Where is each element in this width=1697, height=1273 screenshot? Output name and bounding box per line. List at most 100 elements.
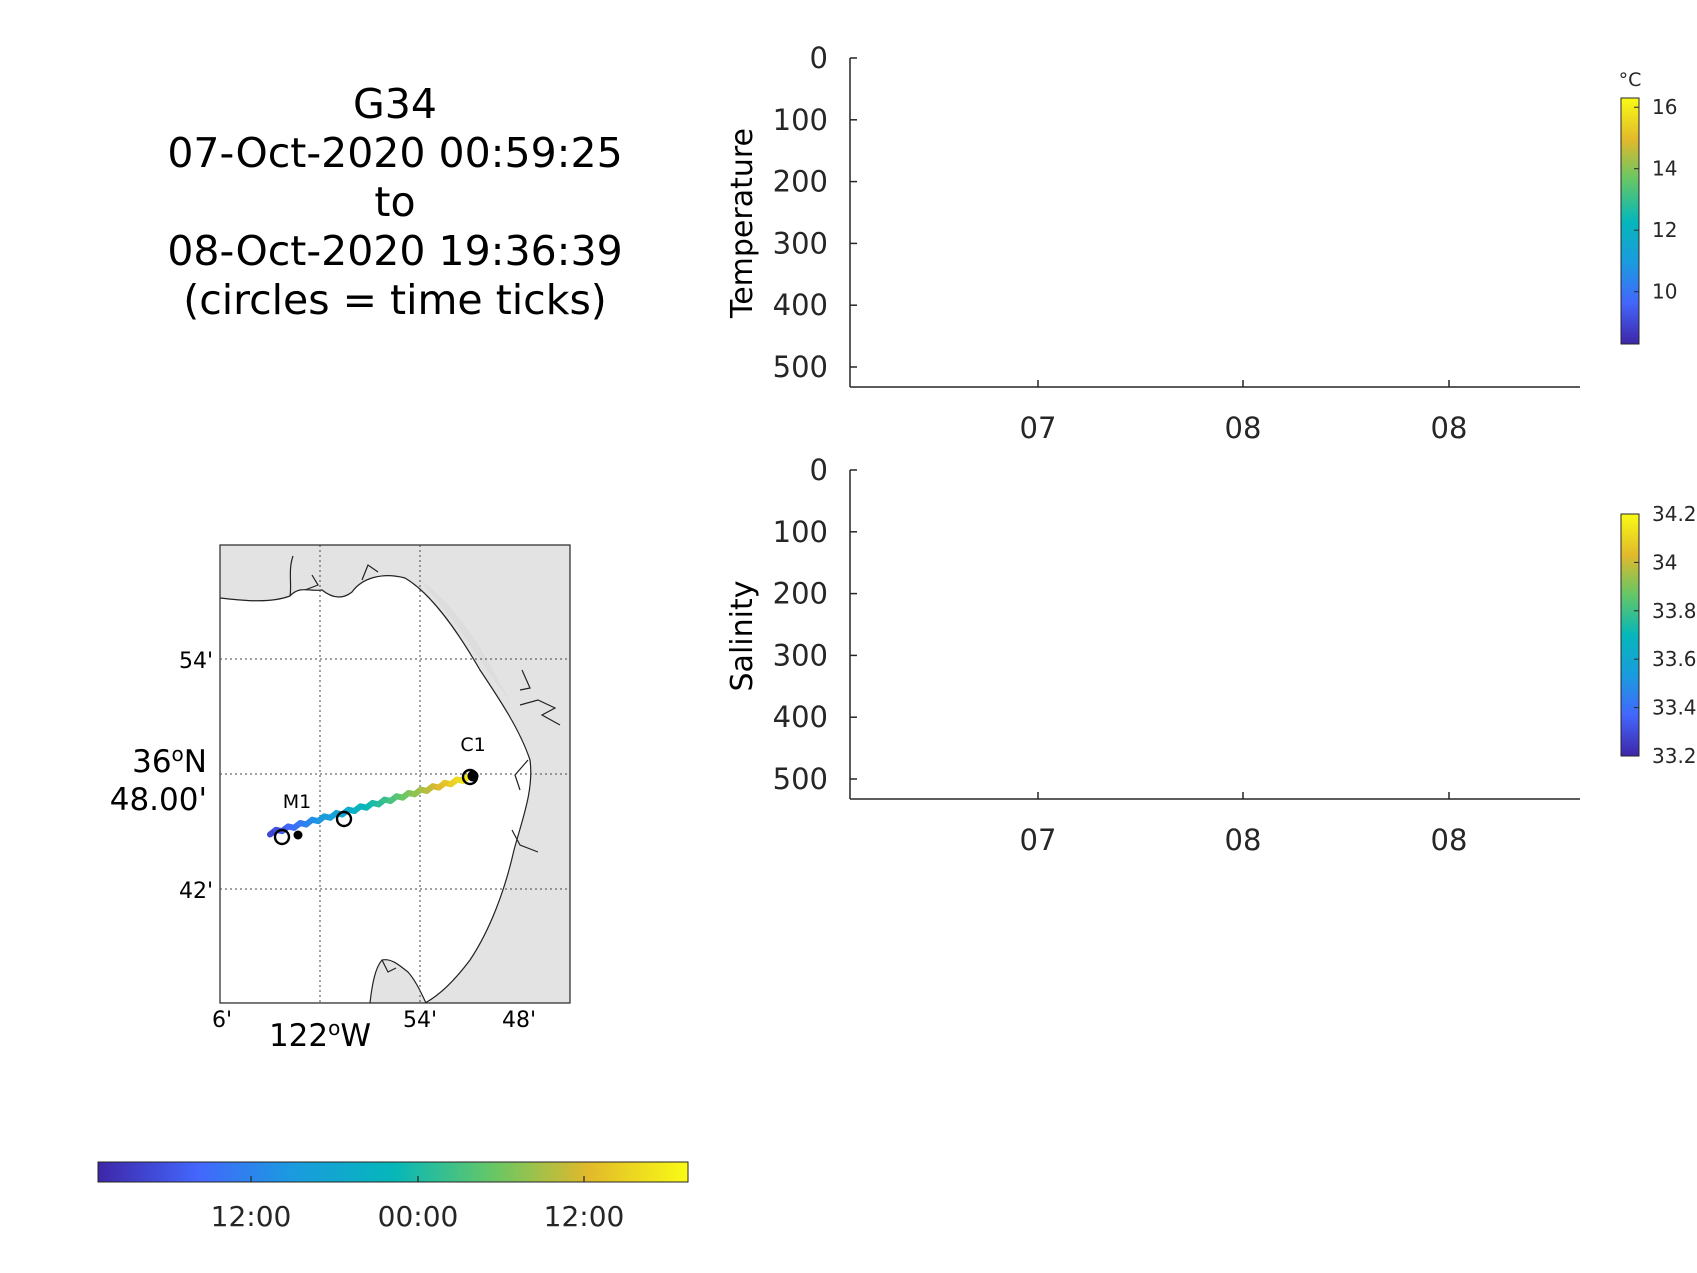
lat-tick-label: 48.00' [110, 782, 207, 818]
temperature-profile-segment [1128, 81, 1129, 89]
title-line-2: 07-Oct-2020 00:59:25 [167, 129, 623, 177]
temperature-profile-segment [1043, 230, 1044, 238]
temperature-profile-segment [1080, 74, 1081, 82]
temperature-profile-segment [1044, 245, 1045, 253]
temperature-profile-segment [1052, 354, 1053, 362]
temperature-profile-segment [999, 284, 1000, 292]
river-north-1 [289, 555, 294, 597]
salinity-profile-segment [1131, 540, 1132, 548]
salinity-profile-segment [1085, 564, 1086, 572]
temperature-profile-segment [1097, 315, 1098, 323]
salinity-profile-segment [1035, 532, 1036, 540]
salinity-profile-segment [1001, 720, 1002, 728]
temperature-profile-segment [1043, 222, 1044, 230]
temperature-profile-segment [1136, 191, 1137, 199]
salinity-profile-segment [1089, 610, 1090, 618]
temperature-profile-segment [1049, 315, 1050, 323]
salinity-profile-segment [1088, 603, 1089, 611]
temperature-profile-segment [1127, 74, 1128, 82]
temperature-profile-segment [1001, 300, 1002, 308]
lat-major-label: 36oN [132, 742, 207, 780]
salinity-profile-segment [1048, 712, 1049, 720]
temperature-profile-segment [994, 206, 995, 214]
salinity-profile-segment [1045, 665, 1046, 673]
salinity-profile-segment [1034, 517, 1035, 525]
station-marker-m1 [293, 830, 303, 840]
lon-major-label: 122oW [269, 1016, 371, 1054]
temperature-profile-segment [987, 105, 988, 113]
temperature-profile-segment [1083, 120, 1084, 128]
salinity-profile-segment [1038, 564, 1039, 572]
salinity-profile-segment [1139, 642, 1140, 650]
salinity-profile-segment [1098, 735, 1099, 743]
salinity-profile-segment [989, 548, 990, 556]
temperature-profile-segment [1140, 253, 1141, 261]
temperature-profile-segment [1038, 152, 1039, 160]
temperature-profile-segment [1005, 354, 1006, 362]
salinity-profile-segment [1047, 688, 1048, 696]
salinity-profile-segment [997, 657, 998, 665]
land-south [369, 959, 427, 1003]
temperature-profile-segment [1144, 300, 1145, 308]
temperature-profile-segment [1135, 175, 1136, 183]
temperature-profile-segment [996, 230, 997, 238]
temperature-profile-segment [1047, 284, 1048, 292]
river-north-2 [304, 574, 319, 591]
lon-tick-label: 6' [212, 1008, 232, 1033]
temperature-profile-segment [1136, 198, 1137, 206]
temperature-profile-segment [1139, 237, 1140, 245]
colorbar-tick-label: 33.8 [1652, 599, 1697, 623]
time-tick-circle [273, 828, 291, 846]
salinity-profile-segment [1004, 759, 1005, 767]
y-tick-label: 500 [773, 350, 828, 384]
salinity-profile-segment [1136, 610, 1137, 618]
temperature-profile-segment [1087, 183, 1088, 191]
salinity-profile-segment [1135, 595, 1136, 603]
salinity-profile-segment [999, 696, 1000, 704]
salinity-profile-segment [996, 649, 997, 657]
salinity-profile-segment [1130, 525, 1131, 533]
colorbar-tick-label: 14 [1652, 157, 1677, 181]
salinity-profile-segment [1144, 712, 1145, 720]
salinity-profile-segment [1082, 525, 1083, 533]
temperature-profile-segment [1087, 175, 1088, 183]
salinity-profile-segment [1031, 470, 1032, 478]
salinity-profile-segment [992, 587, 993, 595]
salinity-profile-segment [994, 626, 995, 634]
colorbar-tick-label: 34 [1652, 550, 1677, 574]
temperature-profile-segment [1100, 362, 1101, 370]
temperature-profile-segment [1138, 222, 1139, 230]
salinity-profile-segment [991, 571, 992, 579]
salinity-profile-segment [1093, 665, 1094, 673]
temperature-profile-segment [1142, 276, 1143, 284]
salinity-profile-segment [1100, 766, 1101, 774]
temperature-profile-segment [1052, 347, 1053, 355]
temperature-profile-segment [1093, 253, 1094, 261]
salinity-profile-segment [1086, 571, 1087, 579]
temperature-profiles [854, 58, 1576, 370]
time-tick-label: 12:00 [211, 1200, 292, 1233]
temperature-profile-segment [1145, 315, 1146, 323]
salinity-profile-segment [1087, 587, 1088, 595]
x-tick-label: 08 [1225, 411, 1262, 445]
salinity-profile-segment [1142, 696, 1143, 704]
salinity-profile-segment [1040, 603, 1041, 611]
salinity-profile-segment [1080, 486, 1081, 494]
temperature-profile-segment [984, 74, 985, 82]
colorbar-tick-label: 34.2 [1652, 502, 1697, 526]
temperature-profile-segment [1034, 105, 1035, 113]
salinity-profile-segment [1035, 525, 1036, 533]
salinity-profile-segment [1094, 688, 1095, 696]
temperature-profile-segment [1144, 308, 1145, 316]
salinity-profile-segment [1080, 493, 1081, 501]
temperature-profile-segment [1147, 347, 1148, 355]
salinity-colorbar: 34.2 34 33.8 33.6 33.4 33.2 [1620, 502, 1697, 768]
x-tick-label: 07 [1020, 411, 1057, 445]
salinity-profile-segment [1046, 681, 1047, 689]
salinity-profile-segment [1001, 712, 1002, 720]
temperature-profile-segment [1044, 237, 1045, 245]
temperature-profile-segment [1048, 300, 1049, 308]
temperature-profile-segment [1040, 191, 1041, 199]
temperature-profile-segment [1084, 136, 1085, 144]
salinity-profile-segment [1085, 556, 1086, 564]
